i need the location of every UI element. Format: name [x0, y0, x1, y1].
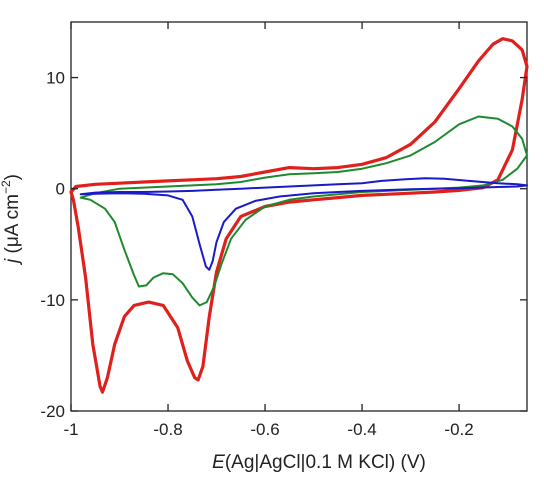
x-axis-label-symbol: E: [212, 452, 225, 473]
y-tick-label: -10: [40, 291, 65, 310]
tick-labels-group: -1 -0.8 -0.6 -0.4 -0.2 -20 -10 0 10: [40, 69, 473, 439]
x-tick-label: -0.8: [153, 420, 182, 439]
plot-frame: [70, 21, 528, 412]
y-axis-label-superscript: −2: [0, 180, 13, 194]
ticks-group: [70, 22, 527, 412]
y-axis-label-close: ): [2, 174, 23, 180]
plot-border: [70, 21, 528, 412]
series-2-line: [79, 115, 528, 307]
x-axis-label-text: (Ag|AgCl|0.1 M KCl) (V): [225, 452, 426, 473]
y-tick-label: 10: [46, 69, 65, 88]
x-tick-label: -1: [63, 420, 78, 439]
y-tick-label: 0: [56, 180, 65, 199]
series-1-line: [69, 37, 529, 394]
x-tick-label: -0.6: [250, 420, 279, 439]
y-axis-label-symbol: j: [2, 258, 23, 266]
y-axis-label-text: (μA cm: [2, 194, 23, 259]
y-tick-label: -20: [40, 402, 65, 421]
x-tick-label: -0.4: [347, 420, 376, 439]
series-3-line: [79, 177, 528, 271]
y-axis-label: j (μA cm−2): [0, 174, 23, 266]
x-axis-label: E(Ag|AgCl|0.1 M KCl) (V): [212, 452, 426, 473]
x-tick-label: -0.2: [444, 420, 473, 439]
curves-group: [69, 37, 529, 394]
